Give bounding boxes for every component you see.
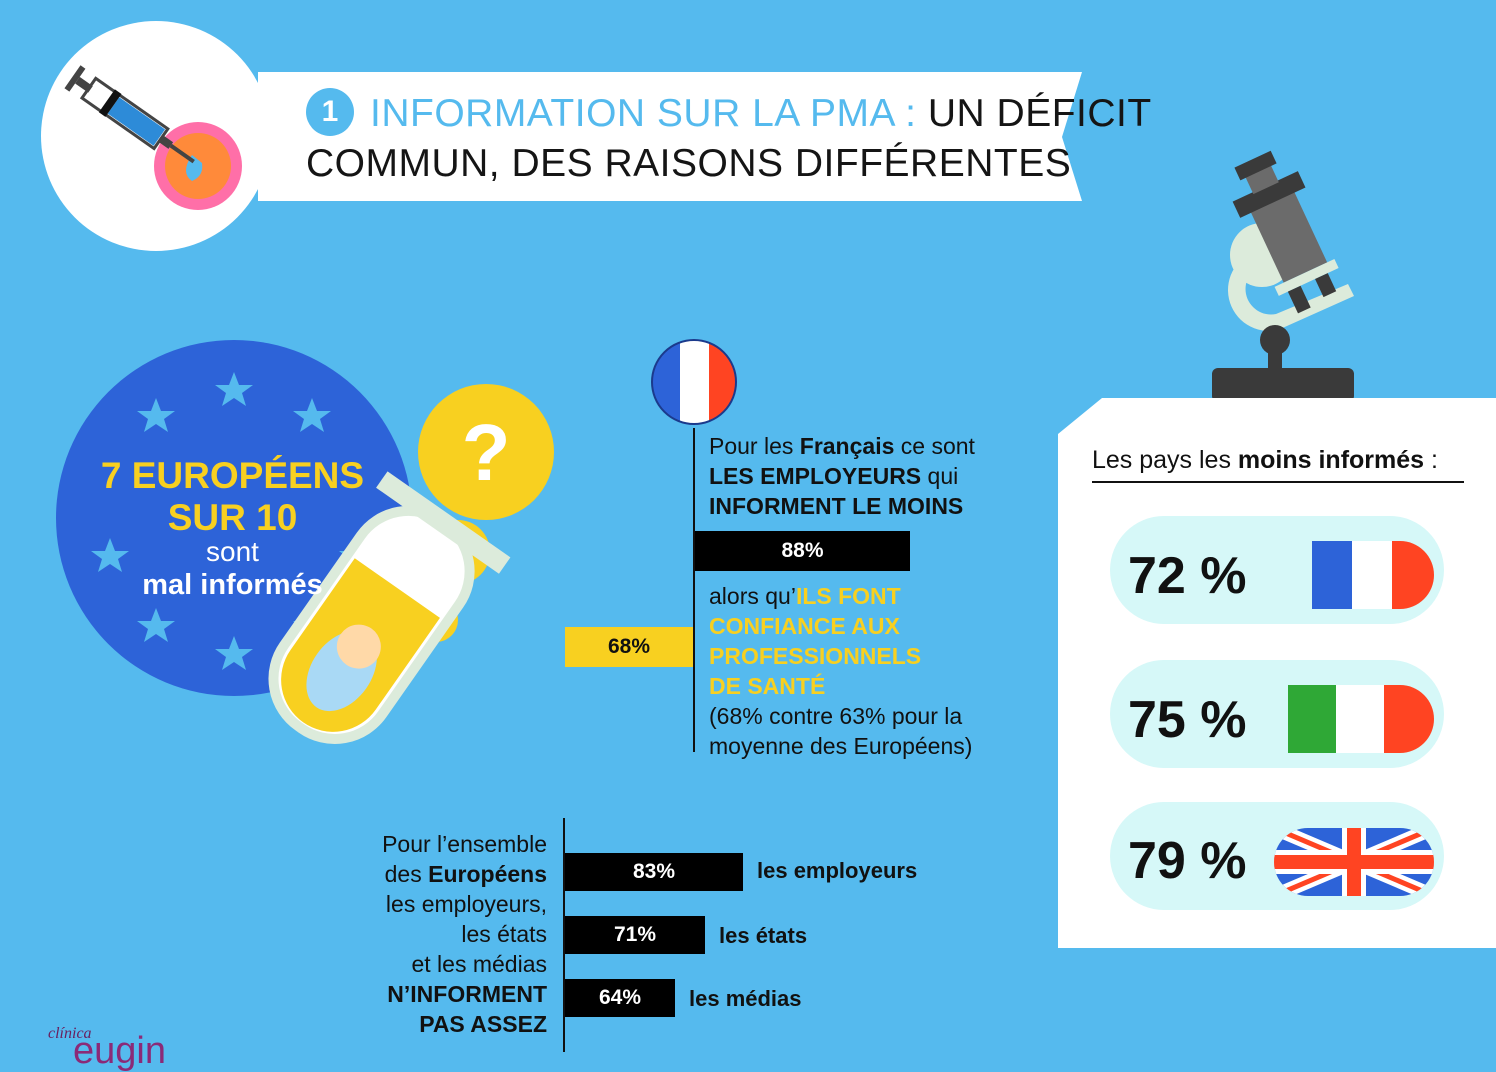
italy-percent: 75 % [1128, 691, 1247, 749]
france-health-line1: alors qu’ILS FONT [709, 581, 1009, 611]
europeans-mal-informes: mal informés [142, 569, 323, 601]
title-accent: INFORMATION SUR LA PMA : [370, 92, 917, 135]
eu-text-line5: et les médias [411, 951, 547, 977]
france-axis-line [693, 428, 695, 752]
europeans-headline-line2: SUR 10 [167, 497, 298, 538]
france-yellow2: CONFIANCE AUX [709, 613, 900, 639]
panel-title-a: Les pays les [1092, 446, 1238, 474]
page-title-line1: INFORMATION SUR LA PMA : UN DÉFICIT [370, 92, 1152, 136]
france-line3-b: INFORMENT LE MOINS [709, 493, 964, 519]
france-note1: (68% contre 63% pour la [709, 703, 963, 729]
europeans-media-bar: 64% [565, 979, 675, 1017]
syringe-egg-icon [64, 65, 242, 210]
europeans-sont: sont [206, 536, 259, 567]
france-line1-b: Français [799, 433, 895, 459]
eu-text-line2-a: des [384, 861, 429, 887]
least-informed-title: Les pays les moins informés : [1092, 444, 1438, 476]
uk-percent: 79 % [1128, 832, 1247, 890]
uk-pill-flag-icon [1274, 828, 1434, 896]
logo-clinica: clínica [48, 1025, 92, 1042]
france-health-text: alors qu’ILS FONT CONFIANCE AUX PROFESSI… [709, 581, 1009, 761]
eu-text-line7: PAS ASSEZ [419, 1011, 547, 1037]
france-line3: INFORMENT LE MOINS [709, 491, 1009, 521]
eu-text-line1: Pour l’ensemble [382, 831, 547, 857]
france-yellow4: DE SANTÉ [709, 673, 826, 699]
europeans-text: Pour l’ensemble des Européens les employ… [330, 829, 547, 1039]
europeans-media-label: les médias [689, 986, 802, 1011]
eu-text-line4: les états [461, 921, 547, 947]
eu-text-line6: N’INFORMENT [387, 981, 547, 1007]
france-flag-icon [651, 339, 737, 425]
europeans-axis-line [563, 818, 565, 1052]
france-employers-bar: 88% [695, 531, 910, 571]
panel-title-b: moins informés [1237, 446, 1425, 474]
eu-text-line3: les employeurs, [385, 891, 547, 917]
france-line1-a: Pour les [709, 433, 800, 459]
france-pill-flag-icon [1312, 541, 1434, 609]
europeans-states-label: les états [719, 923, 808, 948]
europeans-headline: 7 EUROPÉENS SUR 10 [60, 455, 405, 539]
france-yellow3: PROFESSIONNELS [709, 643, 922, 669]
europeans-employers-label: les employeurs [757, 858, 918, 883]
microscope-icon [1212, 150, 1354, 402]
europe-circle-illustration: ? [56, 340, 554, 744]
panel-title-c: : [1424, 446, 1438, 474]
title-dark: UN DÉFICIT [927, 92, 1152, 135]
eu-text-line2: des Européens [330, 859, 547, 889]
france-line2: LES EMPLOYEURS qui [709, 461, 1009, 491]
eu-text-line2-b: Européens [428, 861, 547, 887]
france-health-bar: 68% [565, 627, 693, 667]
france-line1-c: ce sont [894, 433, 975, 459]
france-line1: Pour les Français ce sont [709, 431, 1009, 461]
france-yellow1: ILS FONT [795, 583, 901, 609]
europeans-states-bar: 71% [565, 916, 705, 954]
logo-eugin: eugin [73, 1030, 166, 1072]
europeans-headline-line1: 7 EUROPÉENS [100, 455, 365, 496]
europeans-employers-bar: 83% [565, 853, 743, 891]
section-number-badge: 1 [306, 88, 354, 136]
france-percent: 72 % [1128, 547, 1247, 605]
svg-text:?: ? [462, 408, 511, 497]
france-line2-b: qui [921, 463, 959, 489]
panel-divider [1092, 481, 1464, 483]
france-employers-text: Pour les Français ce sont LES EMPLOYEURS… [709, 431, 1009, 521]
page-title-line2: COMMUN, DES RAISONS DIFFÉRENTES [306, 142, 1072, 185]
italy-pill-flag-icon [1288, 685, 1434, 753]
france-line2-a: LES EMPLOYEURS [709, 463, 922, 489]
france-alors: alors qu’ [709, 583, 796, 609]
france-note2: moyenne des Européens) [709, 733, 973, 759]
